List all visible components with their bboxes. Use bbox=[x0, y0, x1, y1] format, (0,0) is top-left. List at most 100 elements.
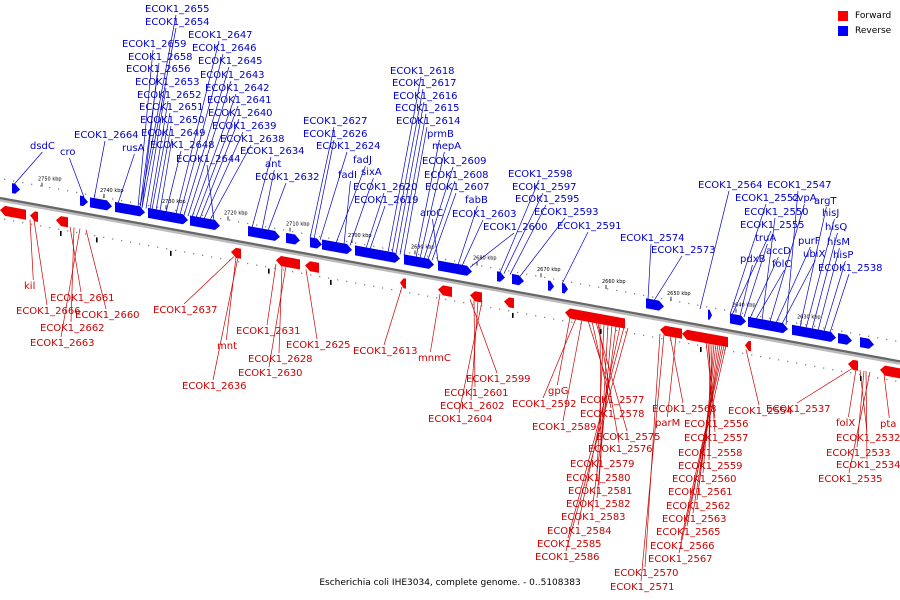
reverse-gene[interactable] bbox=[562, 283, 568, 294]
reverse-gene-label[interactable]: ECOK1_2638 bbox=[220, 134, 285, 145]
reverse-gene-label[interactable]: ECOK1_2620 bbox=[353, 182, 418, 193]
forward-gene-label[interactable]: gpG bbox=[548, 386, 568, 397]
forward-gene-label[interactable]: ECOK1_2562 bbox=[666, 501, 731, 512]
forward-gene-label[interactable]: folX bbox=[836, 418, 855, 429]
forward-gene-label[interactable]: ECOK1_2582 bbox=[566, 499, 631, 510]
forward-gene-label[interactable]: ECOK1_2625 bbox=[286, 340, 351, 351]
forward-gene-label[interactable]: ECOK1_2570 bbox=[614, 568, 679, 579]
reverse-gene-label[interactable]: argT bbox=[814, 196, 837, 207]
forward-gene-label[interactable]: ECOK1_2563 bbox=[662, 514, 727, 525]
reverse-gene[interactable] bbox=[310, 237, 322, 249]
reverse-gene-label[interactable]: fabB bbox=[465, 195, 488, 206]
reverse-gene[interactable] bbox=[512, 273, 524, 286]
forward-gene-label[interactable]: ECOK1_2599 bbox=[466, 374, 531, 385]
forward-gene[interactable] bbox=[400, 278, 406, 289]
reverse-gene-label[interactable]: ECOK1_2550 bbox=[744, 207, 809, 218]
reverse-gene-label[interactable]: ECOK1_2644 bbox=[176, 154, 241, 165]
reverse-gene-label[interactable]: hisJ bbox=[822, 208, 839, 219]
reverse-gene-label[interactable]: ECOK1_2600 bbox=[483, 222, 548, 233]
reverse-gene[interactable] bbox=[115, 201, 145, 217]
reverse-gene-label[interactable]: prmB bbox=[427, 129, 454, 140]
reverse-gene-label[interactable]: ECOK1_2591 bbox=[557, 221, 622, 232]
forward-gene[interactable] bbox=[682, 329, 728, 348]
forward-gene-label[interactable]: ECOK1_2554 bbox=[728, 406, 793, 417]
forward-gene-label[interactable]: ECOK1_2568 bbox=[652, 404, 717, 415]
forward-gene-label[interactable]: ECOK1_2589 bbox=[532, 422, 597, 433]
forward-gene-label[interactable]: ECOK1_2556 bbox=[684, 419, 749, 430]
reverse-gene-label[interactable]: ECOK1_2641 bbox=[207, 95, 272, 106]
forward-gene-label[interactable]: ECOK1_2565 bbox=[656, 527, 721, 538]
reverse-gene[interactable] bbox=[12, 183, 20, 194]
reverse-gene[interactable] bbox=[748, 316, 788, 334]
forward-gene-label[interactable]: ECOK1_2579 bbox=[570, 459, 635, 470]
forward-gene-label[interactable]: ECOK1_2666 bbox=[16, 306, 81, 317]
reverse-gene-label[interactable]: hisQ bbox=[825, 222, 847, 233]
forward-gene-label[interactable]: ECOK1_2567 bbox=[648, 554, 713, 565]
reverse-gene-label[interactable]: ECOK1_2615 bbox=[395, 103, 460, 114]
reverse-gene-label[interactable]: cvpA bbox=[792, 193, 817, 204]
forward-gene[interactable] bbox=[305, 261, 319, 273]
reverse-gene-label[interactable]: dsdC bbox=[30, 141, 55, 152]
forward-gene-label[interactable]: ECOK1_2578 bbox=[580, 409, 645, 420]
forward-gene-label[interactable]: ECOK1_2577 bbox=[580, 395, 645, 406]
forward-gene-label[interactable]: ECOK1_2662 bbox=[40, 323, 105, 334]
reverse-gene-label[interactable]: fadI bbox=[338, 170, 357, 181]
forward-gene-label[interactable]: ECOK1_2561 bbox=[668, 487, 733, 498]
reverse-gene-label[interactable]: ECOK1_2597 bbox=[512, 182, 577, 193]
reverse-gene-label[interactable]: folC bbox=[772, 259, 791, 270]
reverse-gene-label[interactable]: ECOK1_2650 bbox=[140, 115, 205, 126]
reverse-gene-label[interactable]: ECOK1_2538 bbox=[818, 263, 883, 274]
reverse-gene-label[interactable]: ECOK1_2617 bbox=[392, 78, 457, 89]
forward-gene-label[interactable]: ECOK1_2613 bbox=[353, 346, 418, 357]
reverse-gene-label[interactable]: ECOK1_2647 bbox=[188, 30, 253, 41]
forward-gene[interactable] bbox=[0, 205, 26, 220]
forward-gene-label[interactable]: ECOK1_2636 bbox=[182, 381, 247, 392]
forward-gene-label[interactable]: mnt bbox=[217, 341, 237, 352]
reverse-gene-label[interactable]: ubiX bbox=[803, 249, 825, 260]
forward-gene-label[interactable]: ECOK1_2566 bbox=[650, 541, 715, 552]
forward-gene-label[interactable]: ECOK1_2571 bbox=[610, 582, 675, 593]
reverse-gene-label[interactable]: ECOK1_2607 bbox=[425, 182, 490, 193]
reverse-gene-label[interactable]: ECOK1_2552 bbox=[735, 193, 800, 204]
forward-gene-label[interactable]: mnmC bbox=[418, 353, 451, 364]
reverse-gene-label[interactable]: aroC bbox=[420, 208, 443, 219]
forward-gene-label[interactable]: ECOK1_2628 bbox=[248, 354, 313, 365]
reverse-gene[interactable] bbox=[708, 309, 712, 320]
reverse-gene-label[interactable]: ECOK1_2639 bbox=[212, 121, 277, 132]
reverse-gene-label[interactable]: ECOK1_2640 bbox=[208, 108, 273, 119]
reverse-gene-label[interactable]: fadJ bbox=[353, 155, 372, 166]
forward-gene[interactable] bbox=[470, 291, 482, 303]
forward-gene-label[interactable]: parM bbox=[655, 418, 680, 429]
reverse-gene-label[interactable]: ECOK1_2634 bbox=[240, 146, 305, 157]
forward-gene[interactable] bbox=[660, 325, 682, 339]
reverse-gene-label[interactable]: ECOK1_2608 bbox=[424, 170, 489, 181]
reverse-gene-label[interactable]: ECOK1_2652 bbox=[137, 90, 202, 101]
forward-gene-label[interactable]: kil bbox=[24, 281, 35, 292]
reverse-gene[interactable] bbox=[148, 207, 188, 225]
reverse-gene-label[interactable]: ECOK1_2654 bbox=[145, 17, 210, 28]
reverse-gene-label[interactable]: purF bbox=[798, 236, 821, 247]
forward-gene-label[interactable]: ECOK1_2583 bbox=[561, 512, 626, 523]
forward-gene-label[interactable]: ECOK1_2663 bbox=[30, 338, 95, 349]
forward-gene-label[interactable]: ECOK1_2592 bbox=[512, 399, 577, 410]
forward-gene[interactable] bbox=[438, 285, 452, 298]
reverse-gene[interactable] bbox=[190, 215, 220, 231]
reverse-gene-label[interactable]: ECOK1_2656 bbox=[126, 64, 191, 75]
reverse-gene-label[interactable]: ECOK1_2574 bbox=[620, 233, 685, 244]
reverse-gene-label[interactable]: ECOK1_2595 bbox=[515, 194, 580, 205]
reverse-gene-label[interactable]: hisP bbox=[833, 250, 853, 261]
forward-gene[interactable] bbox=[30, 211, 38, 222]
forward-gene[interactable] bbox=[880, 365, 900, 379]
reverse-gene[interactable] bbox=[838, 333, 852, 345]
reverse-gene-label[interactable]: ECOK1_2555 bbox=[740, 220, 805, 231]
forward-gene[interactable] bbox=[504, 297, 514, 309]
reverse-gene-label[interactable]: rusA bbox=[122, 143, 145, 154]
reverse-gene-label[interactable]: ECOK1_2645 bbox=[198, 56, 263, 67]
forward-gene-label[interactable]: ECOK1_2604 bbox=[428, 414, 493, 425]
reverse-gene-label[interactable]: ECOK1_2632 bbox=[255, 172, 320, 183]
reverse-gene[interactable] bbox=[860, 337, 874, 349]
forward-gene-label[interactable]: ECOK1_2534 bbox=[836, 460, 900, 471]
forward-gene-label[interactable]: ECOK1_2580 bbox=[566, 473, 631, 484]
reverse-gene-label[interactable]: pdxB bbox=[740, 254, 766, 265]
forward-gene[interactable] bbox=[848, 359, 858, 371]
